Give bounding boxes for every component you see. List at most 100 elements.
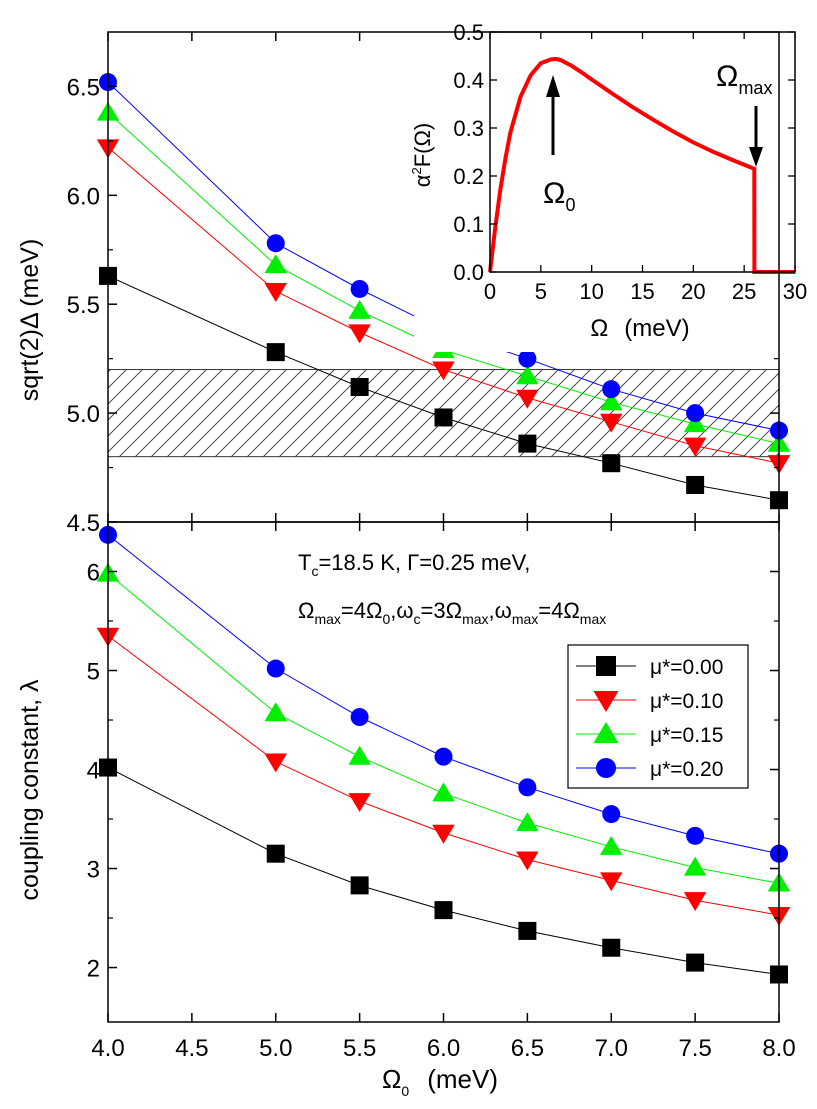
data-point [602,938,621,957]
legend-marker [596,656,616,676]
series-line [107,767,780,975]
series-line [107,147,780,464]
data-point [348,745,371,765]
x-axis-ticks: 4.0 4.5 5.0 5.5 6.0 6.5 7.0 7.5 8.0 [91,1035,795,1062]
data-point [348,324,371,344]
data-point [350,876,369,895]
series-line [107,534,780,855]
omega0-arrow-head [546,75,560,97]
bottom-series-group [96,525,791,984]
y-tick-label: 4 [87,758,100,785]
y-tick-label: 6.5 [67,74,100,101]
y-tick-label: 5.5 [67,292,100,319]
series-line [107,112,780,445]
legend-entry: μ*=0.15 [576,722,723,747]
data-point [602,454,621,473]
data-point [266,659,285,678]
inset-x-tick-label: 5 [535,279,547,304]
x-tick-label: 7.5 [678,1035,711,1062]
x-tick-label: 6.0 [427,1035,460,1062]
legend-marker [596,758,616,778]
top-panel: 4.5 5.0 5.5 6.0 6.5 sqrt(2)Δ (meV) [16,32,791,537]
data-point [518,778,537,797]
data-point [686,953,705,972]
legend-label: μ*=0.10 [650,690,723,713]
data-point [348,299,371,319]
inset-x-tick-label: 30 [783,279,807,304]
legend-marker [593,722,619,743]
x-tick-label: 6.5 [511,1035,544,1062]
inset-x-axis-label: Ω (meV) [590,315,689,342]
data-point [600,835,623,855]
data-point [350,279,369,298]
data-point [432,361,455,381]
data-point [434,747,453,766]
y-tick-label: 6.0 [67,183,100,210]
parameter-annotation-line2: Ωmax=4Ω0,ωc=3Ωmax,ωmax=4Ωmax [298,598,606,627]
y-tick-label: 4.5 [67,510,100,537]
legend-entry: μ*=0.20 [576,758,723,781]
series-1-1 [96,627,791,926]
inset-y-axis-label: α2F(Ω) [409,123,435,188]
x-axis-label: Ω0 (meV) [382,1064,498,1099]
omega0-annotation: Ω0 [543,75,575,215]
data-point [348,793,371,813]
top-y-axis-label: sqrt(2)Δ (meV) [16,239,44,402]
data-point [686,475,705,494]
data-point [686,826,705,845]
data-point [686,404,705,423]
inset-y-tick-label: 0.2 [453,164,484,189]
x-tick-label: 8.0 [762,1035,795,1062]
inset-panel: 0 5 10 15 20 25 300.00.10.20.30.40.5 Ω (meV) α2… [409,20,814,352]
bottom-panel: 2 3 4 5 6 4.0 4.5 5.0 5.5 6.0 6.5 7.0 7.5 8.0 coupli… [16,522,796,1099]
series-line [107,275,780,501]
data-point [518,349,537,368]
inset-ticks: 0 5 10 15 20 25 300.00.10.20.30.40.5 [453,20,807,304]
inset-x-tick-label: 20 [681,279,705,304]
data-point [264,254,287,274]
inset-x-tick-label: 10 [579,279,603,304]
data-point [516,812,539,832]
parameter-annotation-line1: Tc=18.5 K, Γ=0.25 meV, [298,550,530,579]
bottom-y-ticks: 2 3 4 5 6 [87,522,780,1022]
data-point [600,872,623,892]
data-point [432,782,455,802]
y-tick-label: 5 [87,659,100,686]
data-point [518,434,537,453]
data-point [602,805,621,824]
inset-y-tick-label: 0.4 [453,68,484,93]
data-point [264,283,287,302]
legend-entry: μ*=0.10 [576,690,723,713]
data-point [683,437,707,457]
data-point [266,844,285,863]
omegamax-arrow-head [749,147,763,167]
x-tick-label: 4.5 [175,1035,208,1062]
series-0-0 [99,266,788,510]
data-point [600,413,623,433]
series-line [107,635,780,916]
inset-x-tick-label: 15 [630,279,654,304]
series-1-0 [99,758,788,984]
series-0-1 [96,139,791,474]
data-point [602,380,621,399]
inset-plot-frame [489,31,796,273]
data-point [683,892,707,912]
legend-label: μ*=0.15 [650,724,723,747]
data-point [434,408,453,427]
x-tick-label: 5.0 [259,1035,292,1062]
y-tick-label: 3 [87,857,100,884]
inset-x-tick-label: 0 [484,279,496,304]
data-point [516,851,539,871]
inset-x-tick-label: 25 [732,279,756,304]
x-tick-label: 7.0 [595,1035,628,1062]
top-y-ticks: 4.5 5.0 5.5 6.0 6.5 [67,32,780,537]
x-tick-label: 5.5 [343,1035,376,1062]
x-tick-label: 4.0 [91,1035,124,1062]
legend-label: μ*=0.00 [650,656,723,679]
data-point [518,921,537,940]
inset-curve [488,56,795,274]
svg-text:Ω0: Ω0 [543,177,575,215]
data-point [516,365,539,385]
legend-label: μ*=0.20 [650,758,723,781]
